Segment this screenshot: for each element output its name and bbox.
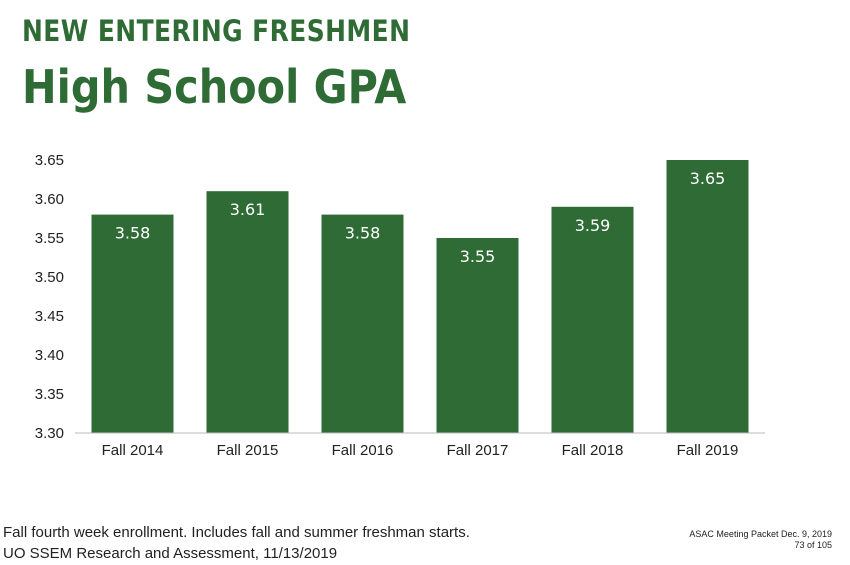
x-tick-label: Fall 2016 <box>332 442 394 459</box>
x-tick-label: Fall 2015 <box>217 442 279 459</box>
bar <box>436 238 519 433</box>
footnote-enrollment: Fall fourth week enrollment. Includes fa… <box>3 524 470 541</box>
bar <box>91 214 174 433</box>
y-tick-label: 3.50 <box>35 269 64 286</box>
meeting-packet-label: ASAC Meeting Packet Dec. 9, 2019 <box>689 529 832 539</box>
chart-overline: NEW ENTERING FRESHMEN <box>22 14 411 48</box>
page-number: 73 of 105 <box>794 540 832 550</box>
y-tick-label: 3.45 <box>35 308 64 325</box>
data-label: 3.65 <box>690 169 726 188</box>
bar <box>551 206 634 433</box>
x-tick-label: Fall 2018 <box>562 442 624 459</box>
data-label: 3.58 <box>115 224 151 243</box>
y-tick-label: 3.60 <box>35 191 64 208</box>
x-tick-label: Fall 2017 <box>447 442 509 459</box>
data-label: 3.55 <box>460 247 496 266</box>
x-tick-label: Fall 2014 <box>102 442 164 459</box>
data-label: 3.61 <box>230 200 266 219</box>
bar <box>206 191 289 433</box>
bar-chart: 3.30 3.35 3.40 3.45 3.50 3.55 3.60 3.65 3.58 Fall… <box>35 152 765 459</box>
y-tick-label: 3.30 <box>35 425 64 442</box>
data-label: 3.58 <box>345 224 381 243</box>
chart-title: High School GPA <box>22 60 407 114</box>
y-tick-label: 3.65 <box>35 152 64 169</box>
y-tick-label: 3.40 <box>35 347 64 364</box>
y-tick-label: 3.35 <box>35 386 64 403</box>
footnote-source: UO SSEM Research and Assessment, 11/13/2… <box>3 545 338 562</box>
bar <box>321 214 404 433</box>
data-label: 3.59 <box>575 216 611 235</box>
bar <box>666 160 749 433</box>
y-tick-label: 3.55 <box>35 230 64 247</box>
x-tick-label: Fall 2019 <box>677 442 739 459</box>
